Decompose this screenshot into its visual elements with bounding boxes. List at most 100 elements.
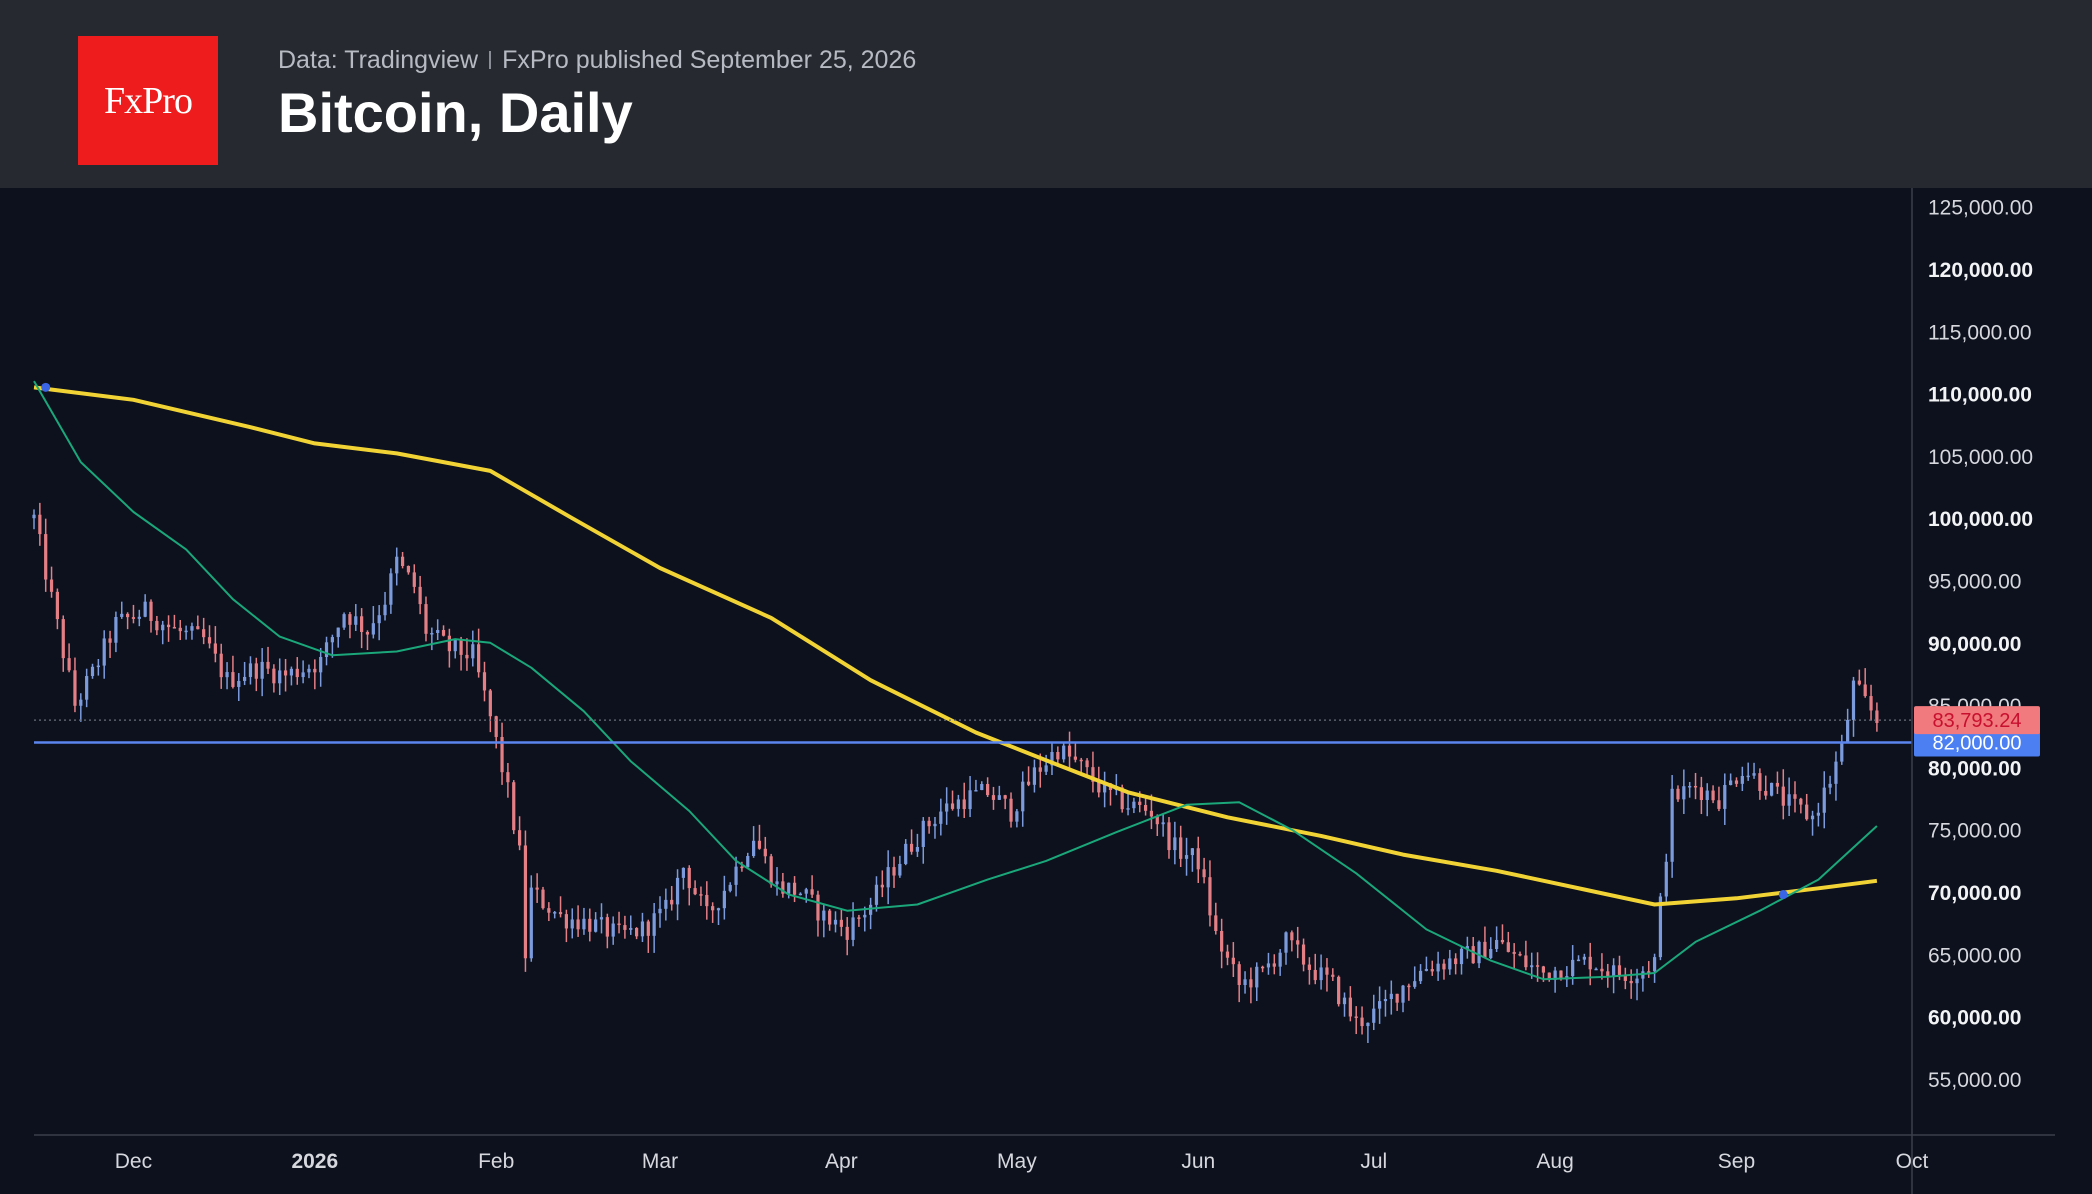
candle-body [49,579,54,592]
last-price-tag-box [1914,706,2040,735]
candle-body [1038,767,1042,772]
x-tick-label: Dec [115,1150,152,1173]
candle-body [1366,1022,1370,1027]
candle-body [1009,798,1013,822]
candle-body [55,591,60,620]
candle-body [605,917,609,937]
candle-body [125,613,130,618]
candle-body [1576,959,1581,962]
candle-body [1623,975,1627,981]
candle-body [751,840,756,857]
candle-body [1594,968,1598,971]
candle-body [1179,837,1183,859]
candle-body [1500,939,1505,943]
candle-body [219,653,223,678]
candle-body [851,917,855,940]
candle-body [471,644,475,659]
candle-body [746,856,750,868]
x-tick-label: Feb [478,1150,514,1173]
candle-body [67,658,71,671]
candle-body [166,624,171,628]
candle-body [541,889,545,909]
candle-body [822,910,826,921]
candle-body [640,921,645,937]
candle-body [1301,944,1306,965]
candle-body [629,928,633,930]
candle-body [1442,963,1446,970]
candle-body [1734,780,1739,784]
y-tick-label: 80,000.00 [1928,757,2021,780]
candle-body [997,795,1001,800]
cross-marker [41,382,51,392]
candle-body [447,635,451,652]
moving-average-long-line [33,385,1878,907]
candle-body [371,623,375,635]
candle-body [1331,974,1335,977]
candle-body [740,866,744,869]
candle-body [986,784,990,796]
x-tick-label: Aug [1536,1150,1573,1173]
candle-body [816,894,820,921]
candle-body [459,639,463,655]
candle-body [1676,788,1680,800]
chart-title: Bitcoin, Daily [278,81,633,144]
last-price-tag: 83,793.24 [1914,706,2040,735]
candle-body [1266,963,1271,968]
candle-body [570,919,574,929]
candle-body [699,894,703,896]
candle-body [599,917,604,920]
candle-body [810,889,814,895]
candle-body [114,616,118,643]
candle-body [1418,970,1423,982]
candle-body [1553,970,1557,980]
candle-body [863,914,867,918]
chart-subtitle: Data: Tradingview FxPro published Septemb… [278,46,916,75]
candle-body [1746,775,1750,778]
candle-body [453,639,457,652]
candle-body [1489,949,1493,958]
candle-body [1231,957,1235,965]
candle-body [1126,808,1130,810]
candle-body [1775,782,1780,787]
candle-body [389,573,393,605]
candle-body [395,556,399,574]
candle-body [1430,969,1434,972]
level-price-tag-text: 82,000.00 [1933,732,2022,754]
candle-body [722,890,726,909]
candle-body [523,845,528,959]
candle-body [909,843,914,852]
candle-body [1015,811,1019,822]
candle-body [143,601,147,617]
candle-body [248,663,253,677]
candle-body [687,867,691,889]
candle-body [149,601,153,621]
candle-body [324,642,329,658]
candle-body [225,672,229,678]
candle-body [272,668,276,684]
plot-background [0,188,2092,1194]
candle-body [1512,951,1516,954]
level-price-tag-box [1914,728,2040,757]
candle-body [1541,966,1546,973]
candle-body [547,908,551,913]
candle-body [1097,781,1101,793]
candle-body [1284,932,1288,953]
candle-body [1383,999,1388,1002]
candle-body [1173,837,1177,851]
candle-body [155,620,159,631]
candle-body [535,887,539,890]
x-tick-label: Sep [1718,1150,1755,1173]
candle-body [1237,964,1241,985]
candle-body [1571,959,1575,977]
candle-body [1377,1001,1382,1009]
x-tick-label: Oct [1896,1150,1929,1173]
candle-body [96,665,100,668]
candle-body [120,613,124,617]
y-tick-label: 105,000.00 [1928,446,2033,469]
candle-body [90,666,95,677]
candle-body [980,784,984,791]
candle-body [1682,786,1686,800]
candle-body [1582,956,1586,960]
candle-body [184,630,188,633]
candle-body [874,884,879,905]
